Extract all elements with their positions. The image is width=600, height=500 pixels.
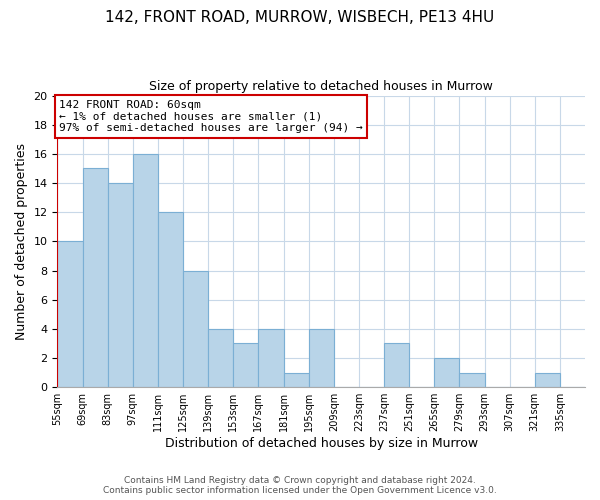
- Bar: [58, 242, 83, 387]
- Bar: [233, 344, 259, 387]
- Bar: [384, 344, 409, 387]
- Bar: [308, 329, 334, 387]
- Text: 142 FRONT ROAD: 60sqm
← 1% of detached houses are smaller (1)
97% of semi-detach: 142 FRONT ROAD: 60sqm ← 1% of detached h…: [59, 100, 363, 133]
- X-axis label: Distribution of detached houses by size in Murrow: Distribution of detached houses by size …: [164, 437, 478, 450]
- Bar: [460, 372, 485, 387]
- Bar: [83, 168, 107, 387]
- Bar: [434, 358, 460, 387]
- Y-axis label: Number of detached properties: Number of detached properties: [15, 143, 28, 340]
- Title: Size of property relative to detached houses in Murrow: Size of property relative to detached ho…: [149, 80, 493, 93]
- Bar: [284, 372, 308, 387]
- Text: Contains HM Land Registry data © Crown copyright and database right 2024.
Contai: Contains HM Land Registry data © Crown c…: [103, 476, 497, 495]
- Text: 142, FRONT ROAD, MURROW, WISBECH, PE13 4HU: 142, FRONT ROAD, MURROW, WISBECH, PE13 4…: [106, 10, 494, 25]
- Bar: [535, 372, 560, 387]
- Bar: [133, 154, 158, 387]
- Bar: [208, 329, 233, 387]
- Bar: [158, 212, 183, 387]
- Bar: [183, 270, 208, 387]
- Bar: [107, 183, 133, 387]
- Bar: [259, 329, 284, 387]
